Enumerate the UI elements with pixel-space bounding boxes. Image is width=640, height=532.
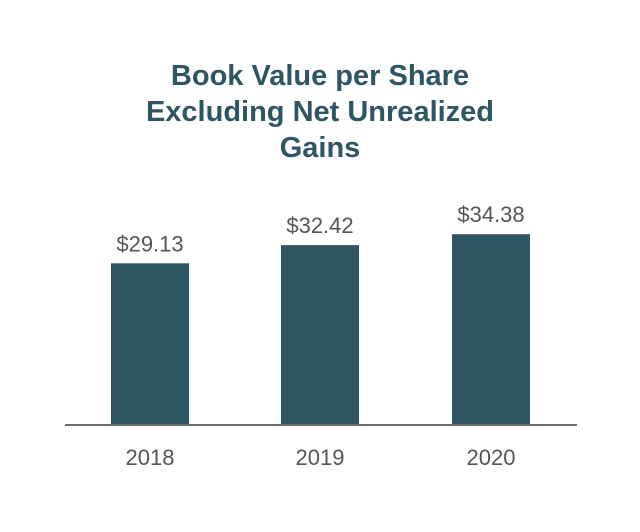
bar-2018 <box>111 263 189 425</box>
value-labels-group: $29.13 $32.42 $34.38 <box>116 202 524 256</box>
chart-title-line-1: Book Value per Share <box>170 60 470 92</box>
x-tick-label-2020: 2020 <box>467 445 516 470</box>
chart-title-line-2: Excluding Net Unrealized <box>145 96 495 128</box>
chart-title-line-3: Gains <box>279 132 361 164</box>
bar-2020 <box>452 234 530 425</box>
x-tick-label-2019: 2019 <box>296 445 345 470</box>
x-tick-labels-group: 2018 2019 2020 <box>126 445 516 470</box>
value-label-2018: $29.13 <box>116 231 183 256</box>
value-label-2019: $32.42 <box>286 213 353 238</box>
chart-title: Book Value per Share Excluding Net Unrea… <box>0 58 640 166</box>
value-label-2020: $34.38 <box>457 202 524 227</box>
bars-group <box>111 234 530 425</box>
x-tick-label-2018: 2018 <box>126 445 175 470</box>
bar-2019 <box>281 245 359 425</box>
